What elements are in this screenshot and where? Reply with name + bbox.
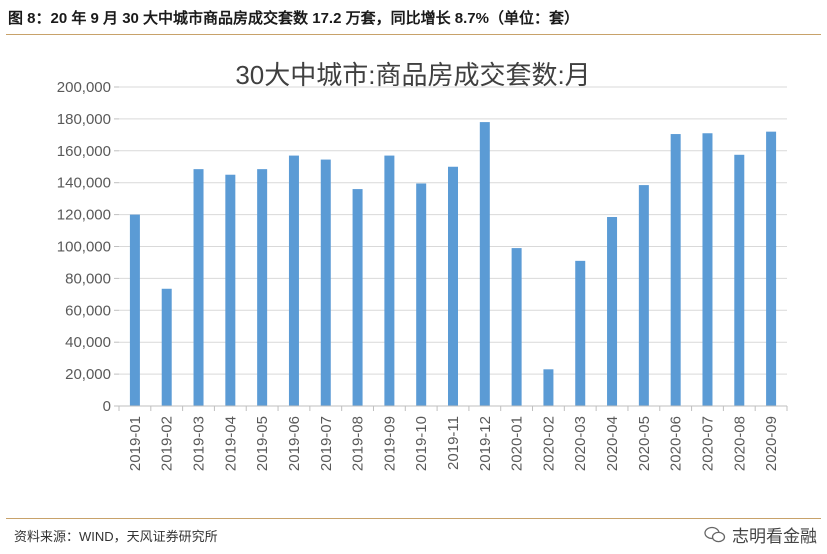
x-tick-label: 2019-02 (159, 416, 176, 471)
y-tick-label: 100,000 (57, 239, 111, 256)
bar (257, 169, 268, 406)
bar (352, 189, 363, 406)
bar (193, 169, 204, 406)
x-tick-label: 2019-08 (350, 416, 367, 471)
x-tick-label: 2020-02 (540, 416, 557, 471)
x-tick-label: 2020-08 (731, 416, 748, 471)
y-axis-ticks: 0 20,000 40,000 60,000 80,000 100,000 120,000 1… (57, 79, 119, 415)
y-tick-label: 140,000 (57, 175, 111, 192)
bar-chart: 30大中城市:商品房成交套数:月 0 20,000 40,000 60,000 80,0… (57, 60, 788, 471)
watermark-text: 志明看金融 (732, 527, 817, 546)
x-tick-label: 2019-06 (286, 416, 303, 471)
x-tick-label: 2019-04 (222, 416, 239, 471)
x-tick-label: 2020-07 (699, 416, 716, 471)
bar (161, 288, 172, 406)
x-tick-label: 2019-05 (254, 416, 271, 471)
x-tick-label: 2020-03 (572, 416, 589, 471)
y-tick-label: 180,000 (57, 111, 111, 128)
bar (702, 133, 713, 406)
wechat-icon (704, 526, 726, 542)
y-tick-label: 40,000 (65, 334, 111, 351)
x-tick-label: 2019-12 (477, 416, 494, 471)
x-tick-label: 2020-01 (509, 416, 526, 471)
y-tick-label: 160,000 (57, 143, 111, 160)
bar (225, 174, 236, 406)
x-tick-label: 2020-06 (668, 416, 685, 471)
x-tick-label: 2019-01 (127, 416, 144, 471)
bar (766, 131, 777, 406)
bar (511, 248, 522, 406)
bar (288, 155, 299, 406)
bar (384, 155, 395, 406)
bottom-rule (6, 518, 821, 519)
y-tick-label: 0 (103, 398, 111, 415)
chart-title: 30大中城市:商品房成交套数:月 (235, 60, 590, 90)
bar (607, 216, 618, 406)
bar (734, 154, 745, 406)
x-tick-label: 2019-09 (381, 416, 398, 471)
x-tick-label: 2020-05 (636, 416, 653, 471)
x-tick-label: 2020-04 (604, 416, 621, 471)
x-axis: 2019-01 2019-02 2019-03 2019-04 2019-05 2019-… (118, 405, 788, 471)
bar (129, 214, 140, 406)
bar (320, 159, 331, 406)
bar (575, 260, 586, 406)
watermark: 志明看金融 (704, 522, 817, 547)
bar (638, 185, 649, 406)
figure-title: 图 8：20 年 9 月 30 大中城市商品房成交套数 17.2 万套，同比增长… (8, 10, 579, 27)
bar (448, 166, 458, 406)
bar (416, 183, 427, 406)
y-tick-label: 120,000 (57, 207, 111, 224)
bar (670, 134, 681, 406)
bar (479, 122, 490, 406)
x-tick-label: 2020-09 (763, 416, 780, 471)
x-tick-label: 2019-07 (318, 416, 335, 471)
x-tick-label: 2019-10 (413, 416, 430, 471)
x-tick-label: 2019-11 (445, 416, 462, 470)
y-tick-label: 20,000 (65, 366, 111, 383)
bar (543, 369, 554, 406)
y-tick-label: 80,000 (65, 270, 111, 287)
source-note: 资料来源：WIND，天风证券研究所 (14, 529, 218, 544)
y-tick-label: 200,000 (57, 79, 111, 96)
top-rule (6, 34, 821, 35)
x-tick-label: 2019-03 (191, 416, 208, 471)
bars (129, 122, 777, 406)
y-tick-label: 60,000 (65, 302, 111, 319)
